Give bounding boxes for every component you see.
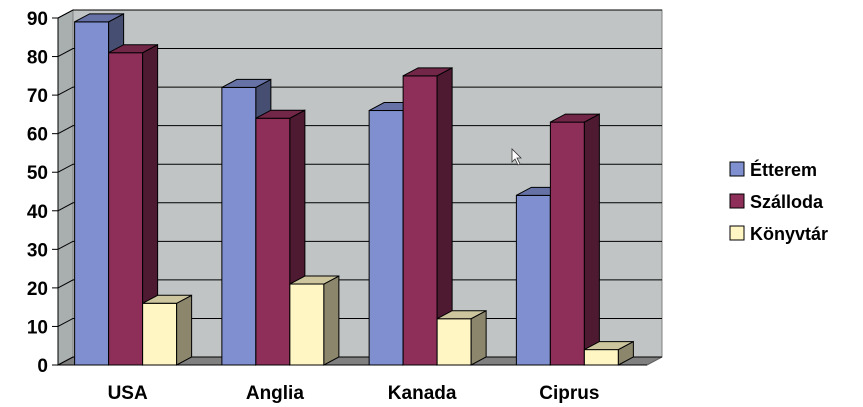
bar-top — [550, 113, 600, 123]
x-category-label: Ciprus — [539, 383, 599, 404]
legend-label: Étterem — [750, 159, 817, 180]
bar-sz-lloda-ciprus — [549, 121, 585, 366]
gridline — [57, 163, 662, 173]
bar-sz-lloda-kanada — [402, 75, 438, 366]
bar-top — [402, 67, 453, 77]
bar-side — [323, 275, 340, 366]
gridline — [57, 240, 662, 250]
legend-swatch — [729, 161, 745, 177]
y-tick-label: 40 — [27, 202, 48, 223]
x-category-label: Kanada — [388, 383, 457, 404]
bar-top — [255, 109, 306, 119]
gridline — [57, 9, 662, 19]
plot-side-wall — [57, 9, 74, 366]
x-category-label: USA — [108, 383, 148, 404]
bar-top — [108, 44, 158, 54]
bar-k-nyvt-r-anglia — [289, 283, 325, 366]
y-tick-label: 0 — [37, 356, 48, 377]
bar-side — [470, 309, 487, 366]
bar-k-nyvt-r-ciprus — [583, 349, 619, 366]
y-tick-label: 80 — [27, 48, 48, 69]
bar-top — [221, 78, 272, 88]
legend-label: Szálloda — [750, 192, 824, 212]
bar-top — [584, 341, 634, 351]
gridline — [57, 279, 662, 289]
x-category-label: Anglia — [246, 383, 304, 404]
y-tick-label: 10 — [27, 317, 48, 338]
bar-sz-lloda-usa — [108, 52, 144, 366]
bar--tterem-kanada — [368, 110, 404, 366]
y-tick-label: 70 — [27, 86, 48, 107]
bar-side — [176, 294, 193, 366]
y-tick-label: 90 — [27, 9, 48, 30]
gridline — [57, 86, 662, 96]
bar-top — [289, 275, 340, 285]
y-tick-label: 20 — [27, 279, 48, 300]
y-tick-label: 60 — [27, 125, 48, 146]
bar--tterem-anglia — [221, 86, 257, 366]
bar--tterem-usa — [74, 21, 110, 366]
legend-box — [724, 150, 863, 252]
bar-top — [74, 13, 124, 23]
bar-k-nyvt-r-usa — [142, 302, 178, 366]
bar-k-nyvt-r-kanada — [436, 318, 472, 366]
bar-top — [142, 294, 192, 304]
legend-swatch — [729, 225, 745, 241]
y-tick-label: 50 — [27, 163, 48, 184]
bar-top — [436, 310, 487, 320]
bar-side — [583, 113, 600, 366]
gridline — [57, 125, 662, 135]
y-tick-label: 30 — [27, 240, 48, 261]
legend-swatch — [729, 193, 745, 209]
gridline — [57, 48, 662, 57]
legend-label: Könyvtár — [750, 224, 828, 244]
bar--tterem-ciprus — [515, 194, 551, 366]
gridline — [57, 202, 662, 212]
bar-sz-lloda-anglia — [255, 117, 291, 366]
cursor-icon — [511, 148, 522, 166]
